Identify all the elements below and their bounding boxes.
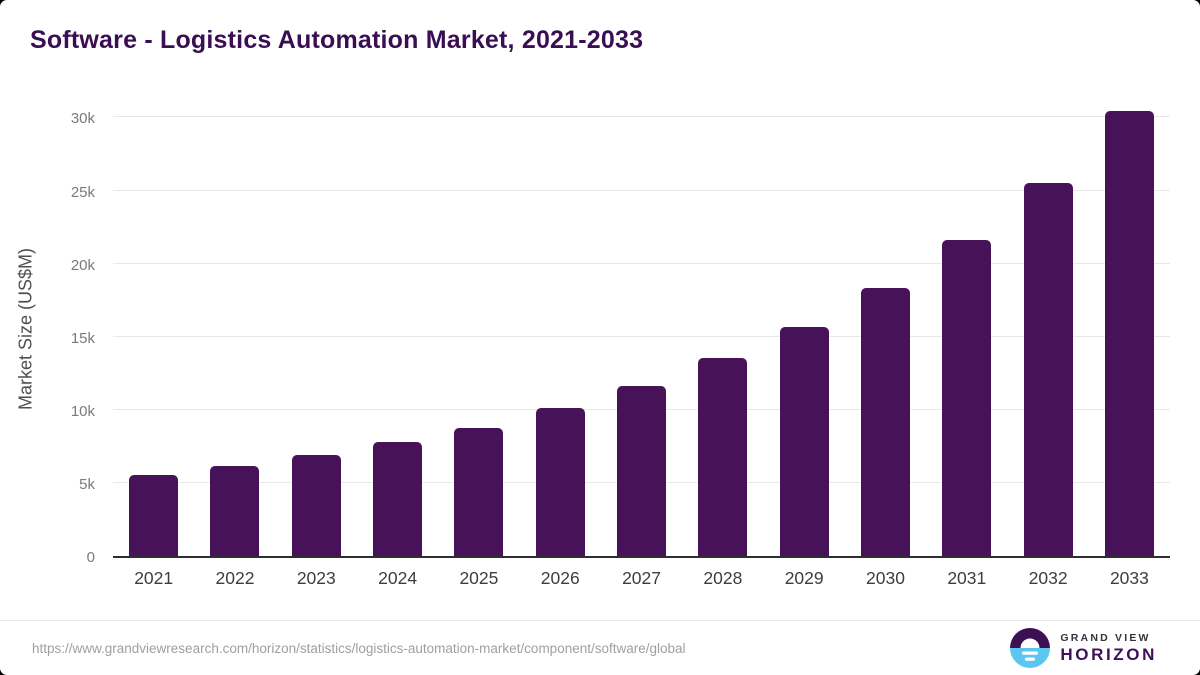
x-tick-label-2024: 2024 [378,568,418,588]
y-tick-label-15k: 15k [70,329,95,347]
y-tick-label-25k: 25k [70,183,95,201]
bar-2024[interactable] [373,441,423,556]
bar-2023[interactable] [291,454,341,556]
bar-2031[interactable] [942,240,992,556]
x-tick-label-2021: 2021 [134,568,174,588]
bar-band-2027 [601,100,682,556]
bar-2032[interactable] [1023,182,1073,556]
bar-band-2029 [764,100,845,556]
x-axis-tick-labels: 2021 2022 2023 2024 2025 2026 2027 2028 2029 2030… [113,568,1170,589]
horizon-sun-circle-icon [1010,628,1051,668]
bar-band-2025 [438,100,519,556]
y-tick-label-10k: 10k [70,402,95,420]
bar-band-2030 [845,100,926,556]
plot-area [113,100,1170,558]
bar-2025[interactable] [454,427,504,556]
logo-wordmark: GRAND VIEW HORIZON [1060,632,1157,665]
bar-band-2028 [682,100,763,556]
gridline-30k [113,116,1170,118]
x-tick-label-2022: 2022 [215,568,255,588]
x-tick-label-2025: 2025 [459,568,499,588]
bar-2033[interactable] [1104,110,1154,556]
y-axis-tick-labels: 0 5k 10k 15k 20k 25k 30k [30,100,95,566]
source-url: https://www.grandviewresearch.com/horizo… [32,640,686,656]
bar-2029[interactable] [779,326,829,556]
bar-2027[interactable] [617,385,667,556]
x-tick-label-2033: 2033 [1109,568,1149,588]
bar-2026[interactable] [535,407,585,556]
gridline-20k [113,262,1170,264]
bar-2030[interactable] [860,288,910,556]
x-tick-label-2031: 2031 [947,568,987,588]
grand-view-horizon-logo: GRAND VIEW HORIZON [1010,628,1157,668]
bar-band-2033 [1089,100,1170,556]
y-tick-label-30k: 30k [70,110,95,128]
x-tick-label-2028: 2028 [703,568,743,588]
y-tick-label-0: 0 [86,549,95,566]
x-tick-label-2023: 2023 [296,568,336,588]
logo-grand-view-text: GRAND VIEW [1060,631,1151,644]
bar-band-2032 [1007,100,1088,556]
bar-2021[interactable] [129,475,179,556]
x-tick-label-2029: 2029 [784,568,824,588]
bar-band-2026 [520,100,601,556]
bar-band-2021 [113,100,194,556]
bar-band-2031 [926,100,1007,556]
logo-horizon-text: HORIZON [1060,644,1157,664]
gridline-15k [113,335,1170,337]
y-tick-label-5k: 5k [79,475,95,493]
bar-2022[interactable] [210,465,260,556]
bar-band-2022 [194,100,275,556]
y-tick-label-20k: 20k [70,256,95,274]
x-tick-label-2032: 2032 [1028,568,1068,588]
page-title: Software - Logistics Automation Market, … [30,26,644,54]
x-tick-label-2026: 2026 [540,568,580,588]
bars-layer [113,100,1170,556]
x-tick-label-2027: 2027 [622,568,661,588]
gridline-25k [113,189,1170,191]
footer: https://www.grandviewresearch.com/horizo… [0,620,1200,675]
bar-band-2024 [357,100,438,556]
x-tick-label-2030: 2030 [866,568,905,588]
bar-2028[interactable] [698,358,748,556]
bar-band-2023 [276,100,357,556]
